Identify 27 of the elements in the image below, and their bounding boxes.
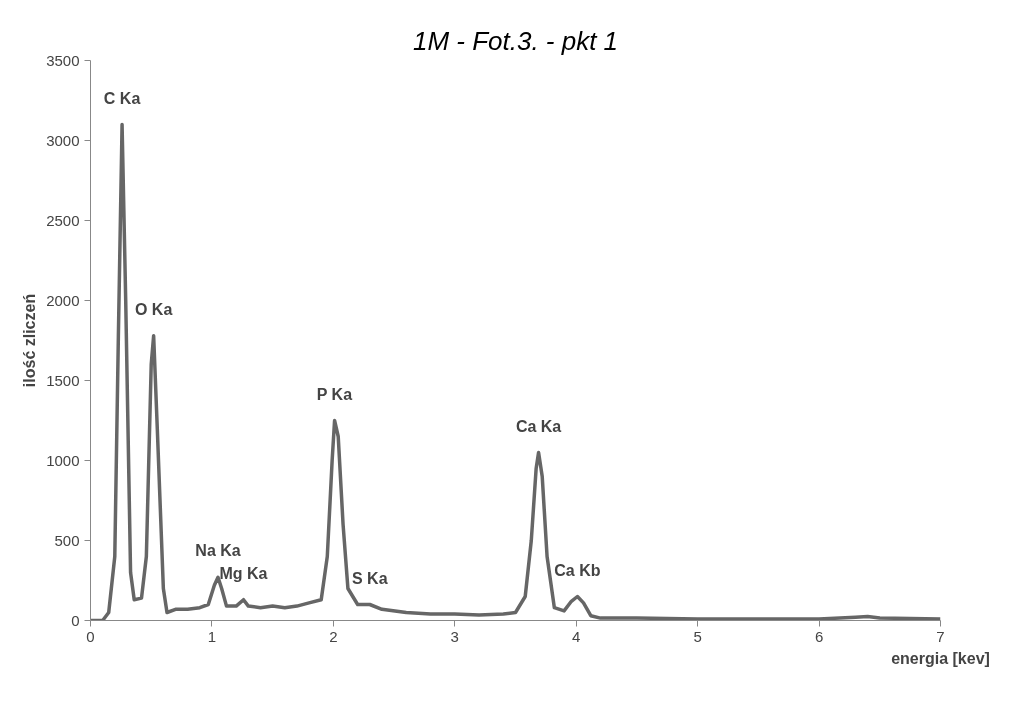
y-tick-label: 3500 (46, 51, 80, 69)
annotation: P Ka (316, 385, 353, 403)
x-tick-label: 1 (207, 627, 217, 645)
x-tick-label: 7 (936, 627, 945, 645)
x-tick-label: 3 (450, 627, 459, 645)
y-tick-label: 1500 (46, 371, 80, 389)
x-tick-label: 2 (329, 627, 338, 645)
y-tick-label: 2000 (46, 291, 80, 309)
annotation: O Ka (134, 300, 173, 318)
annotation: Ca Ka (515, 417, 562, 435)
annotation: Mg Ka (219, 564, 268, 582)
x-axis-title: energia [kev] (891, 649, 990, 667)
annotation: C Ka (103, 89, 141, 107)
annotation: S Ka (352, 569, 388, 587)
y-tick-label: 500 (54, 531, 80, 549)
y-tick-label: 1000 (46, 451, 80, 469)
chart-title: 1M - Fot.3. - pkt 1 (412, 25, 619, 56)
x-tick-label: 5 (693, 627, 702, 645)
y-tick-label: 2500 (46, 211, 80, 229)
x-tick-label: 6 (814, 627, 824, 645)
y-axis-title: ilość zliczeń (21, 293, 39, 388)
y-tick-label: 3000 (46, 131, 80, 149)
annotation: Ca Kb (554, 561, 601, 579)
x-tick-label: 4 (572, 627, 581, 645)
y-tick-label: 0 (71, 611, 80, 629)
x-tick-label: 0 (86, 627, 95, 645)
annotation: Na Ka (195, 542, 241, 560)
